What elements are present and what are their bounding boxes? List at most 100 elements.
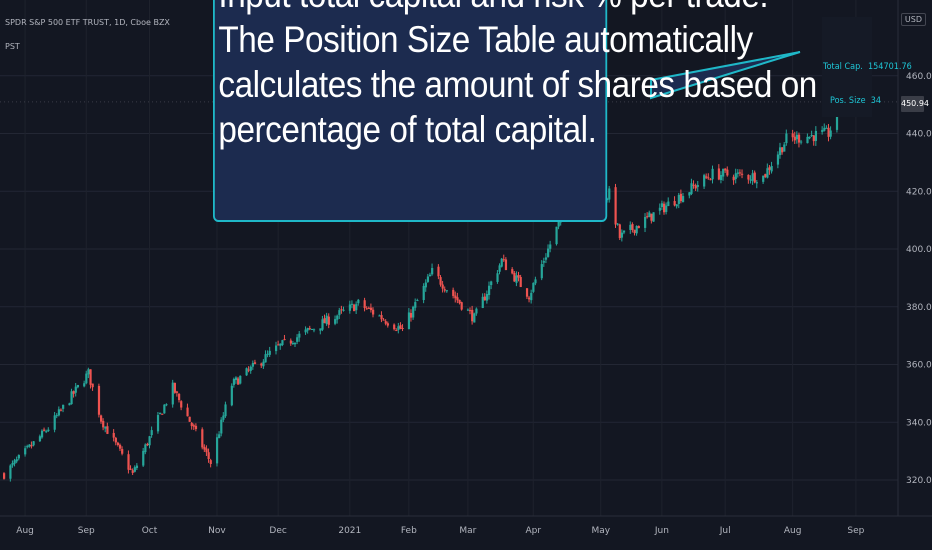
candle — [386, 321, 389, 328]
candle — [55, 413, 58, 419]
candle-body — [205, 448, 208, 453]
candle — [635, 225, 638, 236]
candle-body — [515, 275, 518, 283]
candle — [348, 300, 352, 314]
candle — [791, 129, 794, 142]
x-tick-label: Mar — [459, 526, 476, 536]
candle — [342, 306, 345, 312]
candle-body — [749, 179, 752, 181]
candle-body — [644, 216, 647, 228]
candle — [690, 178, 693, 196]
candle — [334, 315, 337, 326]
candle-body — [460, 302, 463, 310]
candle — [11, 460, 14, 468]
candle-body — [188, 416, 191, 422]
candle-body — [342, 309, 345, 311]
candle-body — [99, 415, 103, 422]
candle-body — [498, 265, 501, 272]
candle — [454, 291, 457, 303]
candle-body — [445, 290, 449, 292]
candle — [490, 280, 493, 290]
y-tick-label: 440.00 — [906, 130, 932, 140]
candle — [224, 401, 227, 418]
candle-body — [26, 446, 29, 448]
candle — [296, 334, 299, 345]
candle — [825, 125, 828, 129]
candle-body — [338, 310, 341, 316]
candle-body — [62, 404, 65, 409]
currency-badge[interactable]: USD — [900, 13, 926, 26]
candle — [245, 367, 248, 376]
candle-body — [471, 309, 474, 322]
candle-body — [633, 229, 636, 233]
candle-body — [298, 333, 301, 338]
candle — [59, 408, 63, 412]
candle — [298, 331, 301, 342]
candle — [633, 229, 636, 236]
candle — [719, 171, 723, 184]
candle — [323, 314, 326, 324]
time-axis[interactable]: Aug Sep Oct Nov Dec 2021 Feb Mar Apr May Jun Jul Aug… — [0, 515, 932, 536]
indicator-label: PST — [5, 42, 20, 51]
candle-body — [428, 274, 432, 277]
candle — [631, 222, 634, 233]
candle-body — [458, 299, 461, 304]
candle — [45, 429, 48, 434]
candle-body — [114, 437, 117, 443]
candle-body — [9, 465, 12, 479]
candle — [275, 341, 278, 355]
candle-body — [380, 315, 383, 320]
candle — [304, 326, 307, 335]
candle — [277, 340, 280, 346]
candle — [519, 274, 522, 288]
candle-body — [496, 273, 499, 282]
candle — [338, 307, 341, 320]
candle-body — [719, 175, 723, 180]
candle-body — [783, 144, 786, 152]
candle — [665, 202, 668, 215]
candle — [644, 213, 647, 233]
candle — [677, 192, 680, 209]
candle-body — [194, 425, 198, 430]
x-tick-label: Sep — [78, 526, 95, 536]
candle — [97, 383, 101, 418]
candle — [397, 322, 400, 334]
candle-body — [814, 130, 818, 141]
candle — [416, 298, 419, 302]
candle-body — [766, 168, 769, 178]
candle-body — [127, 454, 130, 470]
candle — [114, 436, 117, 446]
candle — [129, 465, 132, 471]
candle-body — [372, 309, 375, 315]
total-capital-label: Total Cap. — [823, 62, 863, 72]
candle — [382, 317, 385, 321]
candle — [180, 400, 183, 411]
candle — [336, 314, 339, 324]
candle-body — [504, 259, 508, 271]
candle-body — [245, 368, 248, 376]
candle — [696, 180, 699, 192]
candle — [738, 169, 742, 177]
candle-body — [791, 133, 794, 138]
candle — [321, 315, 324, 332]
symbol-title: SPDR S&P 500 ETF TRUST, 1D, Cboe BZX — [5, 18, 170, 27]
candle — [205, 445, 208, 456]
candle — [148, 435, 151, 449]
candle — [209, 458, 212, 468]
candle — [87, 367, 90, 379]
candle-body — [736, 172, 740, 174]
x-tick-label: Aug — [16, 526, 34, 536]
candle — [736, 169, 740, 178]
candle-body — [616, 223, 619, 225]
candle — [32, 441, 35, 447]
candle-body — [180, 401, 183, 408]
candle-body — [334, 319, 337, 324]
candle-body — [45, 431, 48, 433]
candle-body — [131, 470, 134, 473]
candle-body — [540, 264, 543, 279]
price-axis[interactable]: 320.00 340.00 360.00 380.00 400.00 420.00 440.… — [897, 0, 932, 516]
candle — [762, 175, 765, 184]
candle — [68, 402, 71, 406]
candle-body — [40, 430, 44, 438]
candle — [293, 342, 297, 348]
